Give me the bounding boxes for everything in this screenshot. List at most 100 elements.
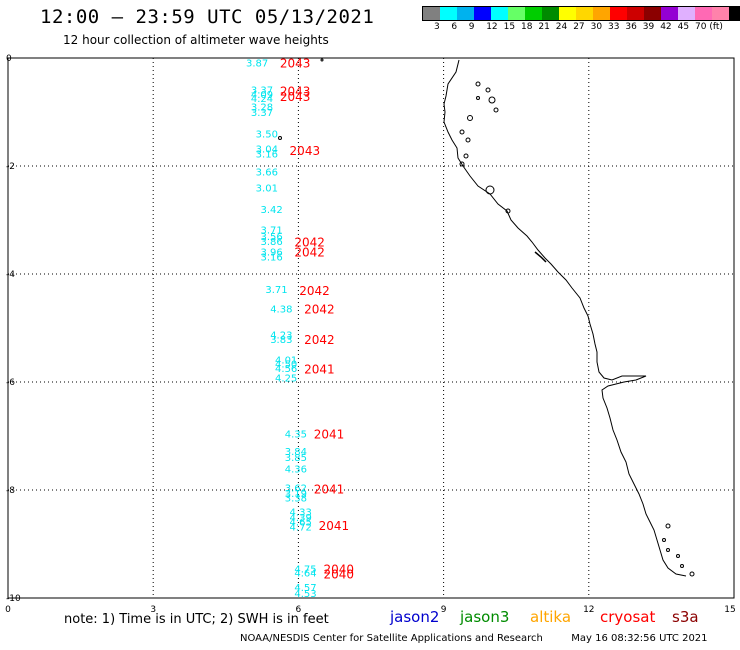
legend-swatch <box>729 7 740 20</box>
swh-label: 3.19 <box>285 489 307 500</box>
swh-label: 4.72 <box>290 523 312 534</box>
map-subtitle: 12 hour collection of altimeter wave hei… <box>63 33 329 47</box>
swh-label: 3.16 <box>261 253 283 264</box>
swh-label: 3.38 <box>285 494 307 505</box>
swh-label: 3.42 <box>261 205 283 216</box>
satellite-legend-jason3: jason3 <box>460 608 510 626</box>
footer-note: note: 1) Time is in UTC; 2) SWH is in fe… <box>64 612 329 627</box>
axis-tick-labels: 0 3 6 9 12 15 0 -2 -4 -6 -8 -10 <box>5 54 736 615</box>
map-title: 12:00 – 23:59 UTC 05/13/2021 <box>40 6 375 28</box>
x-tick-label: 12 <box>583 605 594 615</box>
swh-label: 3.84 <box>285 447 307 458</box>
footer-credit: NOAA/NESDIS Center for Satellite Applica… <box>240 633 708 644</box>
swh-label: 3.71 <box>261 226 283 237</box>
legend-label: 3 <box>434 22 440 32</box>
pass-number-labels: 2043204320432043204220422042204220422041… <box>280 56 354 581</box>
y-tick-label: -4 <box>6 270 15 280</box>
legend-swatch <box>695 7 712 20</box>
swh-label: 4.35 <box>285 429 307 440</box>
pass-label: 2042 <box>299 284 330 298</box>
y-tick-label: -10 <box>6 594 21 604</box>
legend-label: 30 <box>590 22 603 32</box>
y-tick-label: -6 <box>6 378 15 388</box>
legend-swatch <box>678 7 695 20</box>
x-tick-label: 0 <box>5 605 11 615</box>
pass-label: 2043 <box>280 56 311 70</box>
swh-label: 3.62 <box>285 483 307 494</box>
swh-label: 4.39 <box>290 513 312 524</box>
satellite-legend-s3a: s3a <box>672 608 699 626</box>
legend-label: 36 <box>625 22 637 32</box>
swh-label: 4.57 <box>294 583 316 594</box>
pass-label: 2040 <box>323 562 354 576</box>
legend-swatch <box>712 7 729 20</box>
legend-swatch <box>661 7 678 20</box>
swh-label: 3.85 <box>285 453 307 464</box>
swh-label: 4.64 <box>294 569 316 580</box>
legend-label: 18 <box>521 22 533 32</box>
legend-swatch <box>644 7 661 20</box>
swh-label: 3.16 <box>256 150 278 161</box>
legend-label: 45 <box>677 22 690 32</box>
swh-label: 4.09 <box>251 90 273 101</box>
swh-label: 4.36 <box>285 464 307 475</box>
swh-label: 3.28 <box>251 103 273 114</box>
x-tick-label: 15 <box>724 605 735 615</box>
swh-label: 4.23 <box>270 330 292 341</box>
swh-label: 4.24 <box>251 94 273 105</box>
swh-label: 4.01 <box>275 355 297 366</box>
legend-label: 15 <box>503 22 516 32</box>
legend-swatch <box>440 7 457 20</box>
credit-text: NOAA/NESDIS Center for Satellite Applica… <box>240 633 543 644</box>
satellite-legend-altika: altika <box>530 608 572 626</box>
y-tick-label: -8 <box>6 486 15 496</box>
swh-value-labels: 3.873.374.094.243.283.373.503.043.163.66… <box>246 58 317 600</box>
y-tick-label: 0 <box>6 54 12 64</box>
legend-swatch <box>627 7 644 20</box>
legend-swatch <box>593 7 610 20</box>
pass-label: 2042 <box>294 245 325 259</box>
coastal-islands <box>278 58 695 577</box>
y-tick-label: -2 <box>6 162 15 172</box>
legend-swatch <box>508 7 525 20</box>
swh-label: 4.56 <box>275 364 297 375</box>
satellite-legend-cryosat: cryosat <box>600 608 656 626</box>
swh-label: 4.65 <box>290 517 312 528</box>
color-legend-bar <box>422 6 740 21</box>
x-tick-label: 6 <box>296 605 302 615</box>
legend-label: 70 (ft) <box>695 22 723 32</box>
legend-label: 39 <box>642 22 655 32</box>
swh-label: 3.71 <box>265 285 287 296</box>
x-tick-label: 3 <box>150 605 156 615</box>
swh-label: 3.87 <box>246 58 268 69</box>
pass-label: 2042 <box>304 303 335 317</box>
legend-swatch <box>525 7 542 20</box>
legend-swatch <box>542 7 559 20</box>
pass-label: 2043 <box>280 84 311 98</box>
swh-label: 3.37 <box>251 85 273 96</box>
swh-label: 3.37 <box>251 108 273 119</box>
legend-label: 27 <box>573 22 585 32</box>
swh-label: 3.50 <box>256 130 278 141</box>
legend-swatch <box>457 7 474 20</box>
swh-label: 3.66 <box>256 167 278 178</box>
pass-label: 2041 <box>319 519 350 533</box>
map-frame <box>7 57 735 599</box>
x-tick-label: 9 <box>441 605 447 615</box>
legend-label: 21 <box>538 22 550 32</box>
pass-label: 2041 <box>304 363 335 377</box>
swh-label: 4.33 <box>290 508 312 519</box>
pass-label: 2040 <box>323 568 354 582</box>
legend-label: 9 <box>468 22 475 32</box>
coastline <box>443 59 687 577</box>
pass-label: 2042 <box>304 333 335 347</box>
legend-swatch <box>491 7 508 20</box>
swh-label: 4.50 <box>275 360 297 371</box>
legend-swatch <box>423 7 440 20</box>
legend-label: 24 <box>555 22 568 32</box>
swh-label: 3.56 <box>261 232 283 243</box>
pass-label: 2041 <box>314 482 345 496</box>
pass-label: 2043 <box>290 144 321 158</box>
satellite-legend-jason2: jason2 <box>390 608 440 626</box>
grid-lines <box>8 58 734 598</box>
